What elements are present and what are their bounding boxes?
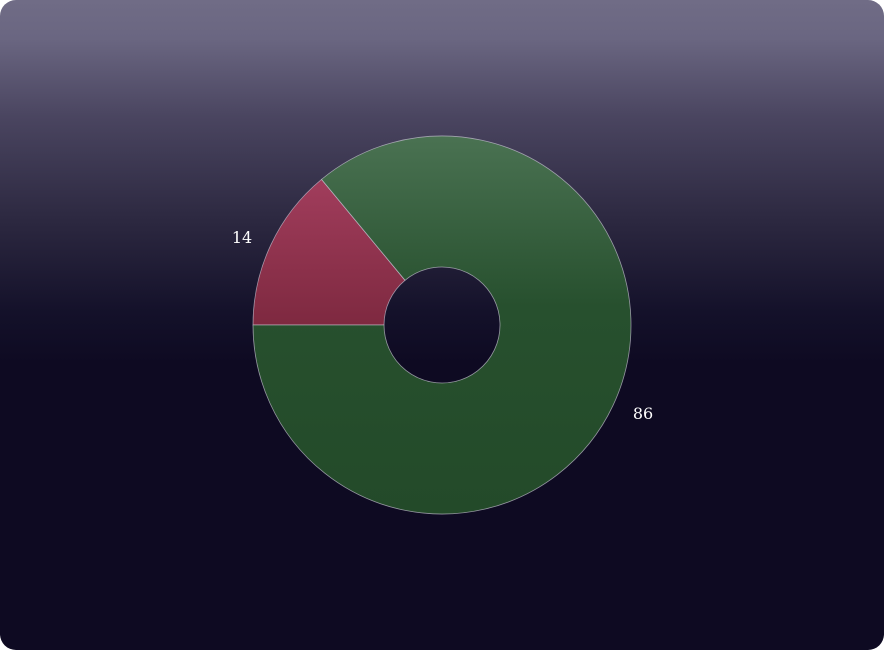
labels-group: 14 86 — [232, 228, 653, 423]
slices-group — [252, 135, 632, 515]
slice-label-14: 14 — [232, 228, 252, 247]
slice-label-86: 86 — [633, 404, 653, 423]
donut-slice-86 — [252, 135, 632, 515]
donut-slice-14 — [252, 178, 406, 326]
